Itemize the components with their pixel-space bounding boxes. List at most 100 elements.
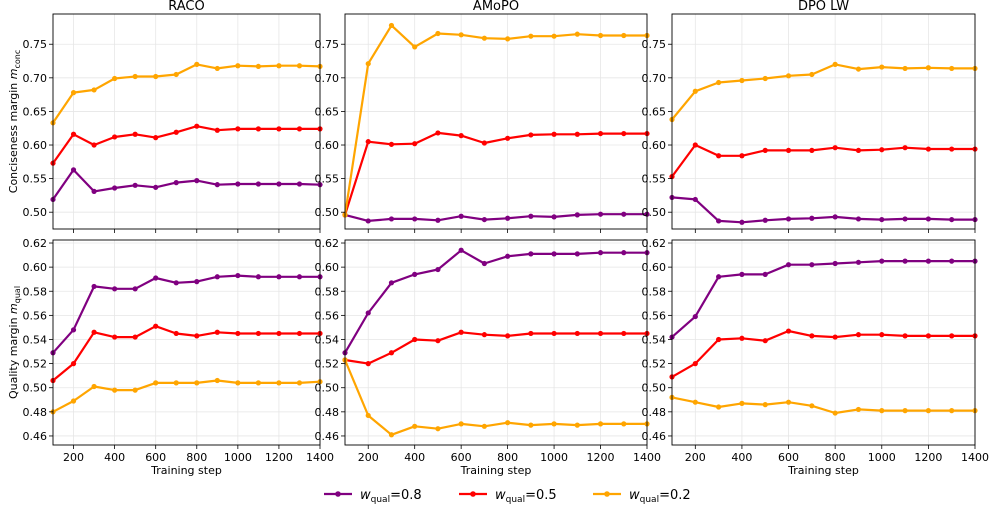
legend-item-2: wqual=0.5 (459, 488, 557, 505)
data-point (902, 408, 908, 414)
y-tick-label: 0.70 (642, 72, 667, 85)
series-line-2 (671, 143, 975, 178)
data-point (296, 126, 303, 132)
data-point (173, 380, 179, 386)
y-tick-label: 0.60 (315, 261, 340, 274)
y-tick-label: 0.48 (23, 406, 48, 419)
y-tick-label: 0.46 (642, 430, 667, 443)
y-tick-label: 0.75 (23, 38, 48, 51)
data-point (762, 402, 768, 408)
data-point (70, 167, 77, 173)
data-point (481, 216, 487, 223)
data-point (70, 90, 77, 96)
data-point (621, 250, 627, 256)
data-point (855, 332, 862, 338)
data-point (214, 65, 220, 72)
data-point (832, 214, 838, 220)
data-point (435, 217, 441, 223)
panel-6: 0.46 0.48 0.50 0.52 0.54 0.56 0.58 0.60 0.62 200 4… (642, 237, 990, 477)
data-point (412, 423, 418, 429)
data-point (388, 350, 395, 356)
legend-label: wqual=0.8 (360, 488, 422, 505)
data-point (528, 213, 534, 219)
y-tick-label: 0.56 (642, 309, 667, 322)
data-point (505, 215, 511, 221)
series-line-1 (52, 274, 320, 354)
y-tick-label: 0.60 (642, 261, 667, 274)
data-point (692, 88, 698, 94)
data-point (153, 380, 159, 386)
data-point (879, 216, 885, 223)
data-point (214, 182, 220, 188)
y-tick-label: 0.50 (23, 382, 48, 395)
data-point (832, 145, 838, 151)
y-tick-label: 0.54 (642, 333, 667, 346)
x-tick-label: 1400 (633, 451, 661, 464)
data-point (762, 147, 768, 153)
data-point (855, 406, 862, 413)
x-axis-label: Training step (460, 464, 532, 477)
data-point (388, 280, 395, 286)
data-point (785, 73, 792, 79)
data-point (435, 130, 441, 136)
data-point (855, 216, 862, 222)
data-point (481, 35, 487, 41)
data-point (716, 404, 722, 410)
x-tick-label: 200 (358, 451, 379, 464)
y-tick-label: 0.56 (315, 309, 340, 322)
data-point (173, 180, 179, 186)
data-point (153, 323, 159, 329)
data-point (574, 212, 580, 218)
y-tick-label: 0.65 (23, 105, 48, 118)
x-tick-label: 1400 (961, 451, 989, 464)
axes-frame (344, 13, 648, 230)
data-point (925, 258, 931, 264)
series-line-1 (52, 168, 321, 201)
data-point (597, 421, 604, 427)
data-point (153, 135, 159, 141)
data-point (194, 123, 200, 129)
data-point (173, 330, 179, 337)
data-point (132, 286, 138, 292)
data-point (574, 31, 580, 37)
data-point (597, 211, 604, 217)
data-point (551, 251, 557, 257)
panel-1: 0.50 0.55 0.60 0.65 0.70 0.75 RACO Conciseness … (7, 0, 323, 233)
data-point (716, 274, 722, 280)
data-point (132, 131, 138, 137)
data-point (574, 251, 580, 257)
data-point (597, 32, 604, 39)
series-line-3 (52, 379, 321, 413)
data-point (551, 330, 557, 337)
data-point (739, 77, 745, 84)
x-tick-label: 1000 (224, 451, 252, 464)
data-point (716, 79, 722, 86)
x-tick-label: 200 (685, 451, 706, 464)
data-point (505, 135, 511, 141)
y-tick-label: 0.48 (315, 406, 340, 419)
data-point (551, 131, 557, 137)
data-point (692, 361, 698, 367)
data-point (528, 132, 534, 138)
x-axis-label: Training step (787, 464, 859, 477)
data-point (809, 147, 815, 153)
data-point (91, 283, 97, 290)
axes-frame (52, 13, 321, 230)
data-point (785, 262, 792, 268)
data-point (91, 87, 97, 93)
series-line-2 (52, 325, 320, 382)
legend-marker (604, 491, 610, 497)
data-point (879, 408, 885, 414)
data-point (809, 71, 815, 78)
y-tick-label: 0.46 (23, 430, 48, 443)
y-tick-label: 0.50 (642, 382, 667, 395)
data-point (692, 142, 698, 148)
data-point (214, 127, 220, 133)
y-tick-label: 0.54 (315, 333, 340, 346)
data-point (365, 139, 371, 145)
data-point (716, 336, 722, 343)
y-tick-label: 0.60 (642, 139, 667, 152)
data-point (902, 145, 908, 151)
data-point (214, 274, 220, 280)
